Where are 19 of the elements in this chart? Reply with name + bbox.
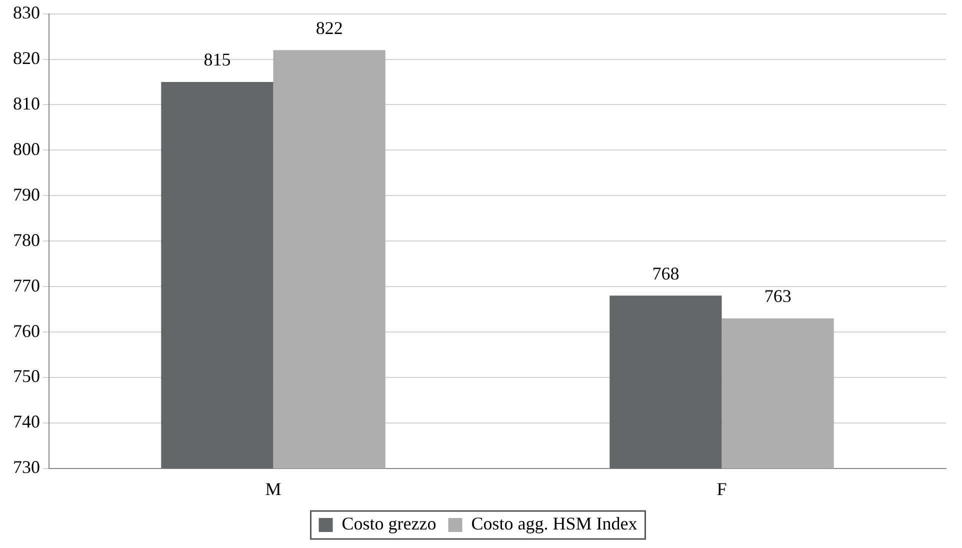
x-tick-label: M bbox=[265, 478, 282, 499]
y-tick-label: 820 bbox=[13, 48, 40, 68]
y-tick-label: 740 bbox=[13, 412, 40, 432]
legend-label: Costo grezzo bbox=[342, 514, 436, 534]
y-tick-label: 770 bbox=[13, 275, 40, 296]
y-tick-label: 830 bbox=[13, 2, 40, 23]
data-label: 815 bbox=[204, 50, 231, 70]
y-tick-label: 750 bbox=[13, 366, 40, 386]
y-tick-label: 790 bbox=[13, 184, 40, 204]
y-tick-label: 810 bbox=[13, 93, 40, 114]
x-tick-label: F bbox=[716, 478, 727, 499]
data-label: 822 bbox=[316, 18, 343, 38]
data-label: 768 bbox=[652, 263, 680, 284]
data-label: 763 bbox=[764, 286, 792, 306]
y-tick-label: 760 bbox=[13, 320, 40, 341]
y-tick-label: 780 bbox=[13, 230, 40, 250]
y-tick-label: 730 bbox=[13, 457, 40, 478]
legend-label: Costo agg. HSM Index bbox=[471, 514, 638, 534]
y-tick-label: 800 bbox=[13, 138, 40, 159]
